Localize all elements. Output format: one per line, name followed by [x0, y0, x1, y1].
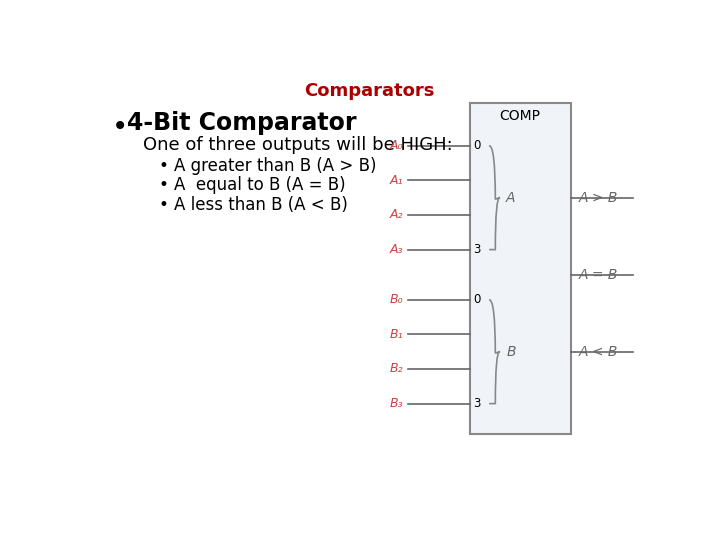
- Text: B₂: B₂: [390, 362, 403, 375]
- Text: Comparators: Comparators: [304, 82, 434, 100]
- Text: •: •: [158, 177, 168, 194]
- Text: A₀: A₀: [390, 139, 403, 152]
- Text: B₀: B₀: [390, 293, 403, 306]
- Text: One of three outputs will be HIGH:: One of three outputs will be HIGH:: [143, 136, 452, 154]
- Text: A less than B (A < B): A less than B (A < B): [174, 195, 348, 214]
- Text: B₁: B₁: [390, 328, 403, 341]
- Text: 0: 0: [474, 293, 481, 306]
- Text: B: B: [506, 345, 516, 359]
- Text: A = B: A = B: [578, 268, 618, 282]
- Text: 3: 3: [474, 397, 481, 410]
- Text: A₂: A₂: [390, 208, 403, 221]
- Text: •: •: [158, 195, 168, 214]
- Text: A > B: A > B: [578, 191, 618, 205]
- Text: A: A: [506, 191, 516, 205]
- Text: A₁: A₁: [390, 174, 403, 187]
- FancyBboxPatch shape: [469, 103, 570, 434]
- Text: •: •: [158, 157, 168, 175]
- Text: 4-Bit Comparator: 4-Bit Comparator: [127, 111, 356, 135]
- Text: 0: 0: [474, 139, 481, 152]
- Text: 3: 3: [474, 243, 481, 256]
- Text: A  equal to B (A = B): A equal to B (A = B): [174, 177, 346, 194]
- Text: A₃: A₃: [390, 243, 403, 256]
- Text: B₃: B₃: [390, 397, 403, 410]
- Text: A < B: A < B: [578, 345, 618, 359]
- Text: A greater than B (A > B): A greater than B (A > B): [174, 157, 376, 175]
- Text: •: •: [112, 112, 128, 140]
- Text: COMP: COMP: [500, 110, 541, 124]
